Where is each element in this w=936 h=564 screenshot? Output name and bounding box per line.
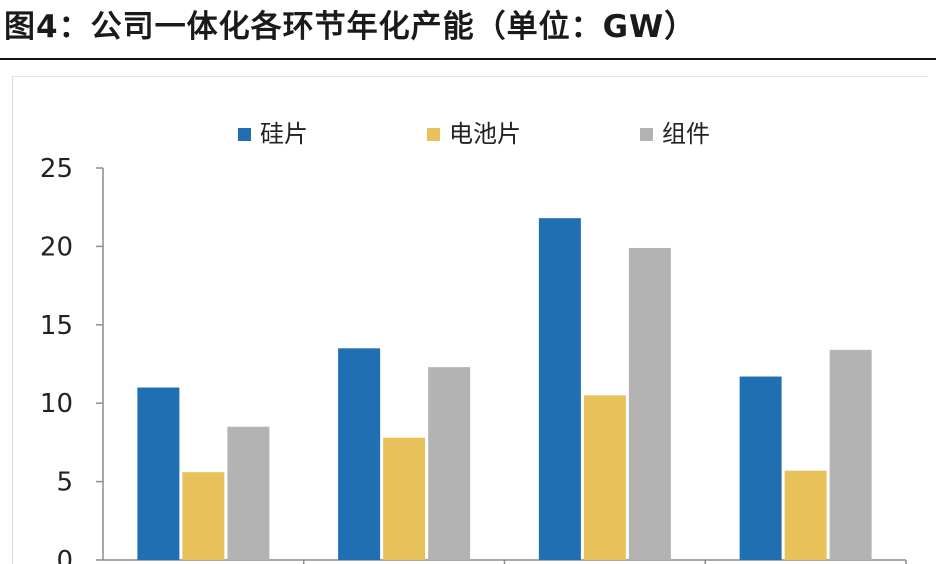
bar-0-3 xyxy=(739,376,782,560)
bar-0-0 xyxy=(137,387,180,560)
y-tick-label-5: 25 xyxy=(40,154,73,184)
legend-swatch-1 xyxy=(427,128,440,141)
y-tick-label-3: 15 xyxy=(40,311,73,341)
bar-2-1 xyxy=(428,367,471,560)
bar-2-0 xyxy=(227,426,270,560)
y-tick-label-1: 5 xyxy=(56,468,73,498)
bar-0-2 xyxy=(538,218,581,560)
legend-swatch-2 xyxy=(640,128,653,141)
legend-label-1: 电池片 xyxy=(449,120,521,148)
y-tick-label-4: 20 xyxy=(40,232,73,262)
bar-1-2 xyxy=(583,395,626,560)
legend-label-2: 组件 xyxy=(662,120,710,148)
y-tick-label-0: 0 xyxy=(56,546,73,564)
legend-label-0: 硅片 xyxy=(260,120,308,148)
figure-title: 图4：公司一体化各环节年化产能（单位：GW） xyxy=(4,9,697,45)
bar-2-3 xyxy=(829,349,872,560)
bar-2-2 xyxy=(628,247,671,560)
bar-0-1 xyxy=(338,348,381,560)
y-tick-label-2: 10 xyxy=(40,389,73,419)
chart-frame xyxy=(12,76,928,564)
legend-swatch-0 xyxy=(238,128,251,141)
bar-1-3 xyxy=(784,470,827,560)
title-divider xyxy=(0,58,936,60)
bar-1-0 xyxy=(182,472,225,560)
bar-1-1 xyxy=(383,437,426,560)
